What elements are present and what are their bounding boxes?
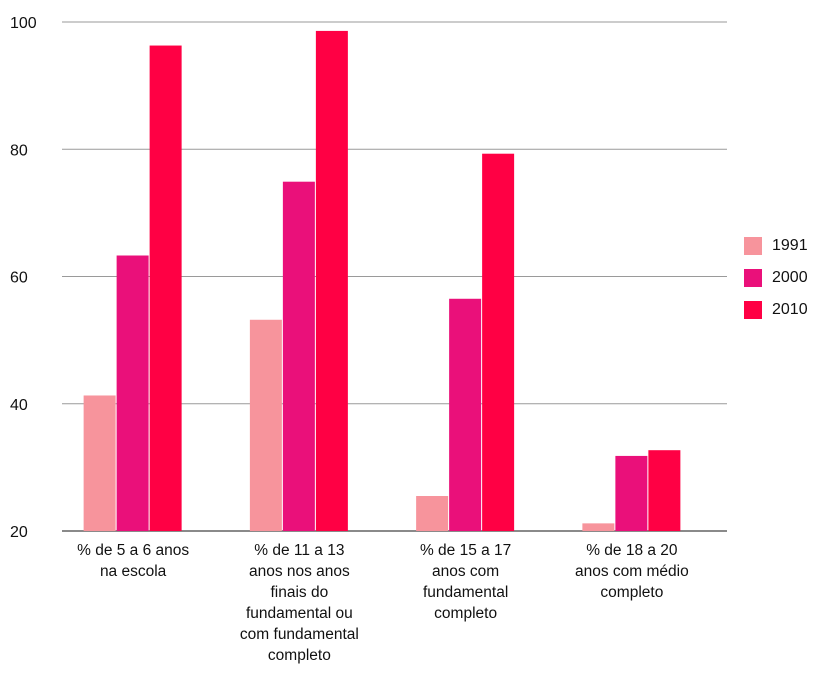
bar-1991-cat-1 <box>249 319 282 531</box>
bar-2010-cat-2 <box>482 153 515 532</box>
legend-item-2010: 2010 <box>744 294 808 326</box>
bars <box>83 30 681 532</box>
bar-2000-cat-0 <box>116 255 149 531</box>
x-axis-category-label: % de 18 a 20 anos com médio completo <box>575 542 689 601</box>
legend-item-2000: 2000 <box>744 262 808 294</box>
x-axis-category-label: % de 11 a 13 anos nos anos finais do fun… <box>239 542 359 664</box>
y-tick-label: 80 <box>10 142 28 159</box>
bar-1991-cat-3 <box>582 523 615 531</box>
legend-swatch <box>744 237 762 255</box>
bar-1991-cat-2 <box>416 496 449 531</box>
bar-2010-cat-1 <box>315 30 348 531</box>
legend-item-1991: 1991 <box>744 230 808 262</box>
bar-2010-cat-3 <box>648 450 681 531</box>
legend-label: 2010 <box>772 301 808 318</box>
bar-2010-cat-0 <box>149 45 182 531</box>
y-axis-ticks: 20 40 60 80 100 <box>10 15 37 541</box>
y-tick-label: 100 <box>10 15 37 32</box>
y-tick-label: 20 <box>10 524 28 541</box>
x-axis-category-label: % de 15 a 17 anos com fundamental comple… <box>419 542 512 622</box>
y-tick-label: 60 <box>10 270 28 287</box>
legend: 1991 2000 2010 <box>744 230 808 326</box>
legend-label: 1991 <box>772 237 808 254</box>
x-axis-category-label: % de 5 a 6 anos na escola <box>77 542 190 580</box>
bar-1991-cat-0 <box>83 395 116 531</box>
bar-2000-cat-2 <box>449 298 482 531</box>
bar-2000-cat-3 <box>615 455 648 531</box>
bar-2000-cat-1 <box>282 181 315 532</box>
y-tick-label: 40 <box>10 397 28 414</box>
legend-swatch <box>744 301 762 319</box>
legend-label: 2000 <box>772 269 808 286</box>
legend-swatch <box>744 269 762 287</box>
